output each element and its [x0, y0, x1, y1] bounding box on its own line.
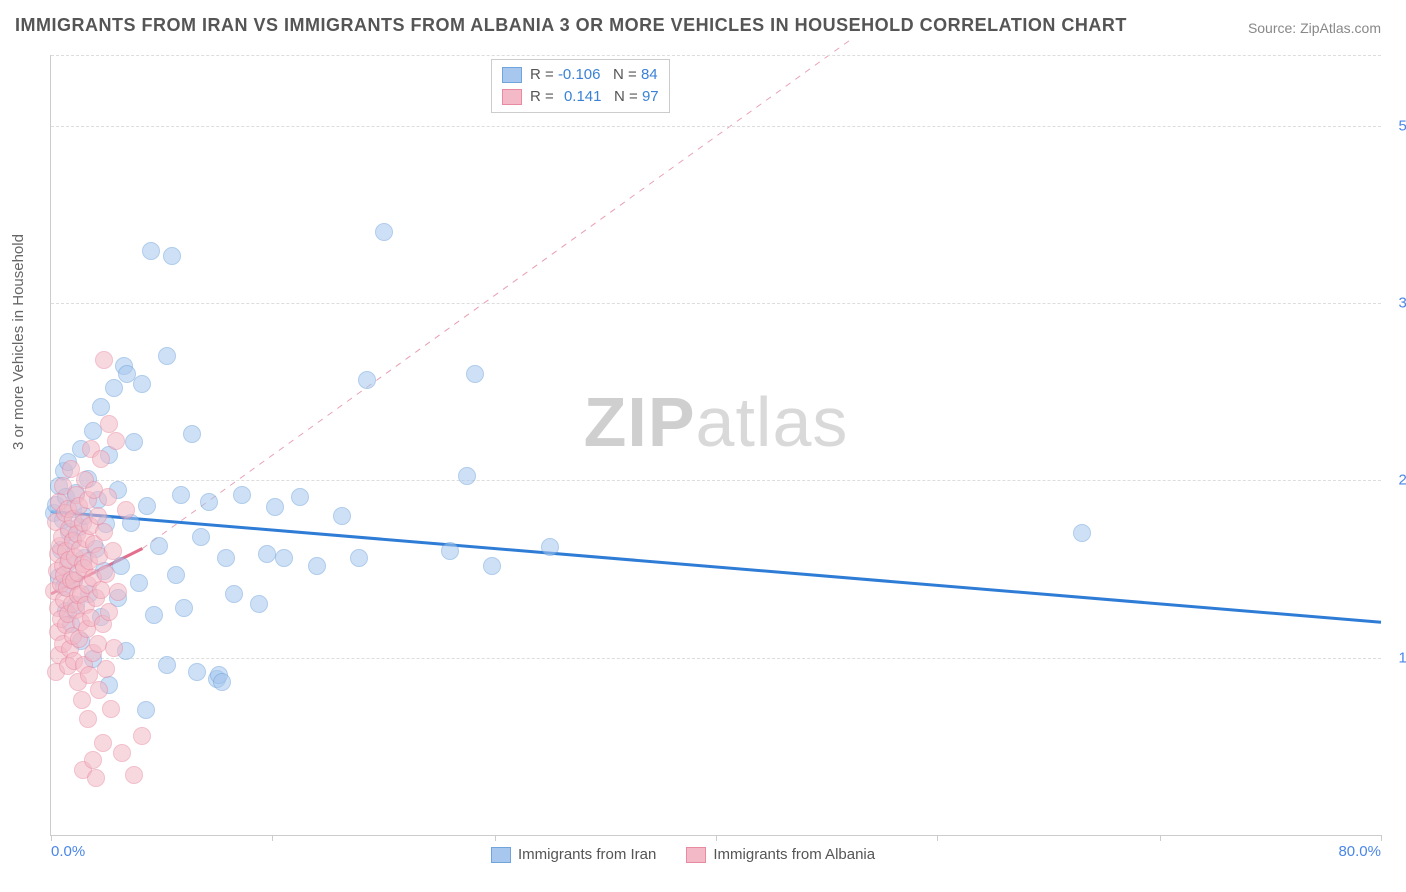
- data-point: [105, 379, 123, 397]
- data-point: [291, 488, 309, 506]
- trend-lines: [51, 55, 1381, 835]
- y-axis-label: 3 or more Vehicles in Household: [10, 234, 27, 450]
- series-legend-iran: Immigrants from Iran: [491, 846, 656, 863]
- data-point: [107, 432, 125, 450]
- data-point: [250, 595, 268, 613]
- data-point: [466, 365, 484, 383]
- data-point: [188, 663, 206, 681]
- data-point: [104, 542, 122, 560]
- data-point: [117, 501, 135, 519]
- data-point: [105, 639, 123, 657]
- data-point: [358, 371, 376, 389]
- data-point: [441, 542, 459, 560]
- data-point: [167, 566, 185, 584]
- data-point: [233, 486, 251, 504]
- data-point: [541, 538, 559, 556]
- data-point: [89, 635, 107, 653]
- series-legend-albania: Immigrants from Albania: [686, 846, 875, 863]
- data-point: [84, 422, 102, 440]
- data-point: [90, 681, 108, 699]
- data-point: [150, 537, 168, 555]
- y-tick-label: 12.5%: [1386, 649, 1406, 666]
- data-point: [213, 673, 231, 691]
- data-point: [458, 467, 476, 485]
- data-point: [225, 585, 243, 603]
- data-point: [92, 398, 110, 416]
- data-point: [163, 247, 181, 265]
- data-point: [97, 565, 115, 583]
- data-point: [100, 603, 118, 621]
- source-label: Source: ZipAtlas.com: [1248, 20, 1381, 36]
- data-point: [145, 606, 163, 624]
- data-point: [79, 710, 97, 728]
- data-point: [109, 583, 127, 601]
- data-point: [95, 523, 113, 541]
- data-point: [333, 507, 351, 525]
- x-tick-label: 0.0%: [51, 843, 85, 860]
- data-point: [133, 375, 151, 393]
- swatch-iran-icon: [491, 847, 511, 863]
- data-point: [266, 498, 284, 516]
- data-point: [308, 557, 326, 575]
- data-point: [99, 488, 117, 506]
- chart-title: IMMIGRANTS FROM IRAN VS IMMIGRANTS FROM …: [15, 15, 1127, 36]
- data-point: [483, 557, 501, 575]
- data-point: [158, 347, 176, 365]
- data-point: [138, 497, 156, 515]
- y-tick-label: 25.0%: [1386, 472, 1406, 489]
- data-point: [258, 545, 276, 563]
- data-point: [94, 734, 112, 752]
- data-point: [275, 549, 293, 567]
- data-point: [84, 751, 102, 769]
- data-point: [183, 425, 201, 443]
- data-point: [125, 433, 143, 451]
- data-point: [102, 700, 120, 718]
- data-point: [172, 486, 190, 504]
- plot-area: ZIPatlas R = -0.106 N = 84 R = 0.141 N =…: [50, 55, 1381, 836]
- y-tick-label: 50.0%: [1386, 117, 1406, 134]
- data-point: [1073, 524, 1091, 542]
- data-point: [97, 660, 115, 678]
- data-point: [200, 493, 218, 511]
- x-tick-label: 80.0%: [1338, 843, 1381, 860]
- data-point: [87, 769, 105, 787]
- data-point: [130, 574, 148, 592]
- data-point: [175, 599, 193, 617]
- data-point: [113, 744, 131, 762]
- y-tick-label: 37.5%: [1386, 295, 1406, 312]
- data-point: [192, 528, 210, 546]
- series-legend: Immigrants from Iran Immigrants from Alb…: [491, 846, 875, 863]
- data-point: [375, 223, 393, 241]
- data-point: [137, 701, 155, 719]
- data-point: [95, 351, 113, 369]
- data-point: [125, 766, 143, 784]
- swatch-albania-icon: [686, 847, 706, 863]
- data-point: [217, 549, 235, 567]
- data-point: [73, 691, 91, 709]
- data-point: [92, 450, 110, 468]
- data-point: [350, 549, 368, 567]
- data-point: [158, 656, 176, 674]
- data-point: [133, 727, 151, 745]
- data-point: [92, 581, 110, 599]
- data-point: [100, 415, 118, 433]
- data-point: [142, 242, 160, 260]
